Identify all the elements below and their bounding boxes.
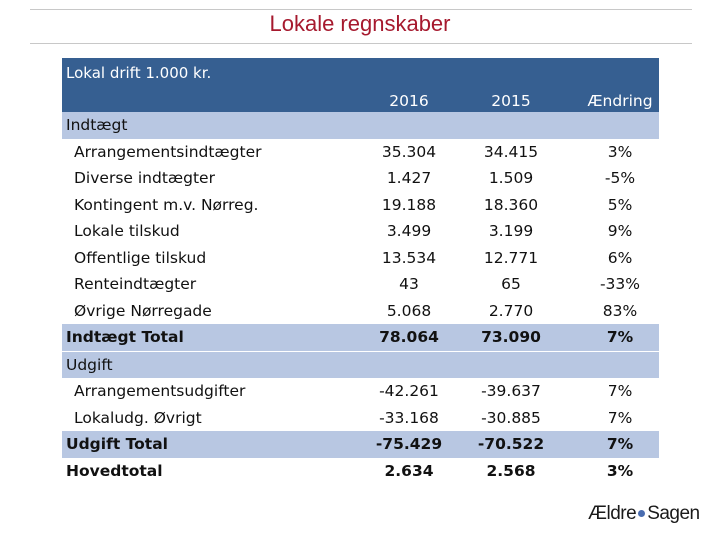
row-label: Hovedtotal [66,461,163,480]
row-label: Arrangementsindtægter [74,142,262,161]
value-change: 3% [607,142,633,161]
grand-total-row: Hovedtotal 2.634 2.568 3% [62,457,659,484]
value-change: 6% [607,248,633,267]
value-2016: 3.499 [386,222,432,240]
row-label: Diverse indtægter [74,169,215,187]
row-label: Renteindtægter [74,275,197,293]
logo-dot-icon [638,510,646,518]
row-label: Øvrige Nørregade [74,301,212,320]
table-row: Kontingent m.v. Nørreg. 19.188 18.360 5% [62,192,659,219]
expense-total-row: Udgift Total -75.429 -70.522 7% [62,431,659,458]
accounts-table: Lokal drift 1.000 kr. 2016 2015 Ændring … [62,58,659,484]
row-label: Kontingent m.v. Nørreg. [74,195,259,214]
page-title: Lokale regnskaber [269,11,451,36]
value-2015: 18.360 [483,195,539,214]
table-header-title: Lokal drift 1.000 kr. [66,64,212,82]
value-2015: -30.885 [481,408,541,427]
value-2015: 2.568 [486,461,536,480]
section-header-expense: Udgift [62,350,659,378]
row-label: Lokale tilskud [74,222,180,240]
table-row: Lokaludg. Øvrigt -33.168 -30.885 7% [62,405,659,432]
logo-text-part2: Sagen [647,503,700,524]
column-header-2016: 2016 [389,92,429,110]
value-2016: -33.168 [379,408,439,427]
table-row: Øvrige Nørregade 5.068 2.770 83% [62,298,659,325]
value-2016: 35.304 [381,142,437,161]
value-2016: 19.188 [381,195,437,214]
value-2015: 3.199 [488,222,534,240]
income-total-row: Indtægt Total 78.064 73.090 7% [62,324,659,351]
table-row: Lokale tilskud 3.499 3.199 9% [62,218,659,245]
value-2016: 13.534 [381,248,437,267]
section-label: Udgift [66,355,113,374]
value-2016: 2.634 [384,461,434,480]
column-header-2015: 2015 [491,92,531,110]
row-label: Offentlige tilskud [74,248,207,267]
table-row: Arrangementsindtægter 35.304 34.415 3% [62,139,659,166]
value-change: 3% [606,461,634,480]
row-label: Udgift Total [66,435,168,453]
table-row: Diverse indtægter 1.427 1.509 -5% [62,165,659,192]
row-label: Lokaludg. Øvrigt [74,408,202,427]
value-2015: 73.090 [481,328,541,346]
value-change: 83% [602,301,638,320]
column-header-change: Ændring [587,92,653,110]
value-2016: -42.261 [379,382,439,400]
aeldre-sagen-logo: Ældre Sagen [588,503,700,525]
value-2016: 5.068 [386,301,432,320]
row-label: Arrangementsudgifter [74,382,246,400]
section-label: Indtægt [66,116,128,134]
value-change: 9% [607,222,633,240]
value-2016: 78.064 [379,328,439,346]
value-change: 5% [607,195,633,214]
value-change: -5% [604,169,636,187]
logo-text-part1: Ældre [588,503,637,524]
value-2016: -75.429 [375,435,443,453]
value-2015: 65 [501,275,521,293]
table-row: Arrangementsudgifter -42.261 -39.637 7% [62,378,659,405]
value-change: 7% [606,328,634,346]
value-change: 7% [607,382,633,400]
table-header: Lokal drift 1.000 kr. 2016 2015 Ændring [62,58,659,112]
value-2015: 12.771 [483,248,539,267]
table-row: Renteindtægter 43 65 -33% [62,271,659,298]
value-change: 7% [606,435,634,453]
value-2016: 1.427 [386,169,432,187]
table-row: Offentlige tilskud 13.534 12.771 6% [62,245,659,272]
value-change: 7% [607,408,633,427]
value-2015: 1.509 [488,169,534,187]
value-2016: 43 [399,275,419,293]
value-2015: 34.415 [483,142,539,161]
value-2015: -70.522 [477,435,545,453]
row-label: Indtægt Total [66,328,184,346]
section-header-income: Indtægt [62,112,659,139]
value-change: -33% [599,275,641,293]
title-rule [30,43,692,44]
top-rule [30,9,692,10]
value-2015: 2.770 [488,301,534,320]
value-2015: -39.637 [481,382,541,400]
